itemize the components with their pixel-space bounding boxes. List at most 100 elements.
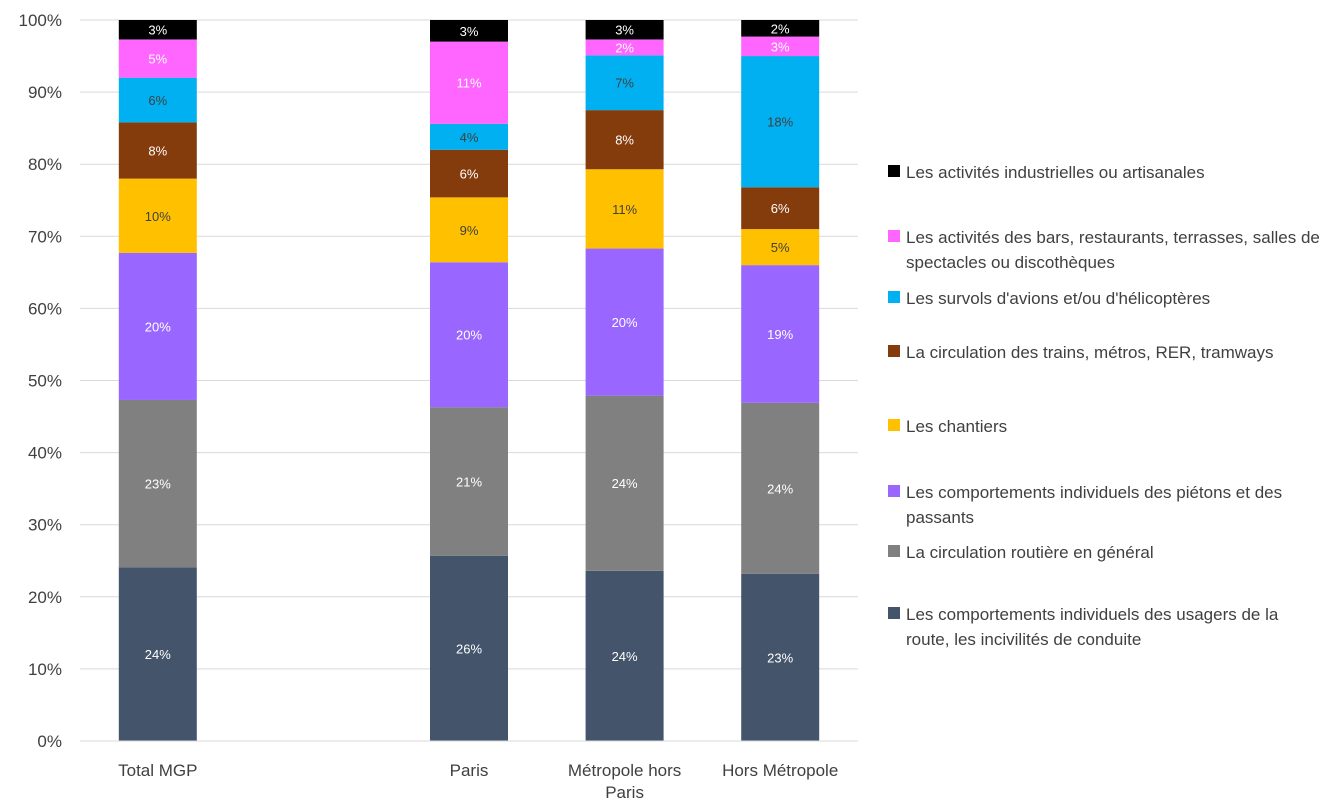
data-label: 3% [148,23,167,38]
data-label: 20% [456,328,482,343]
bar-segment [585,39,664,56]
y-tick-label: 60% [28,299,62,318]
bar-segment [585,395,664,571]
bar-segment [430,41,508,124]
data-label: 6% [460,167,479,182]
data-label: 3% [615,23,634,38]
x-tick-label: Total MGP [118,761,197,780]
data-label: 24% [145,647,171,662]
data-label: 20% [145,319,171,334]
data-label: 4% [460,130,479,145]
data-label: 26% [456,641,482,656]
legend-swatch [888,345,900,357]
bar-segment [741,187,820,230]
legend-label: Les activités des bars, restaurants, ter… [906,228,1320,272]
bar-segment [741,229,820,266]
data-label: 24% [612,649,638,664]
data-label: 18% [767,115,793,130]
legend-item: Les activités industrielles ou artisanal… [888,160,1324,185]
legend-swatch [888,485,900,497]
bar-segment [118,252,197,400]
legend-item: Les comportements individuels des piéton… [888,480,1324,530]
bar-segment [585,55,664,111]
y-tick-label: 40% [28,444,62,463]
legend-swatch [888,165,900,177]
y-tick-label: 70% [28,227,62,246]
x-tick-label: Paris [450,761,489,780]
data-label: 3% [460,24,479,39]
legend-item: La circulation des trains, métros, RER, … [888,340,1324,365]
bar-segment [118,122,197,179]
bar-segment [741,402,820,574]
legend-swatch [888,545,900,557]
data-label: 6% [148,93,167,108]
x-tick-label: Métropole hors Paris [568,761,681,802]
bar-segment [430,123,508,150]
bar-segment [741,36,820,57]
legend-label: Les comportements individuels des usager… [906,605,1279,649]
legend-swatch [888,419,900,431]
data-label: 24% [767,481,793,496]
legend-swatch [888,607,900,619]
y-tick-label: 50% [28,372,62,391]
data-label: 19% [767,327,793,342]
data-label: 8% [615,133,634,148]
legend-item: Les comportements individuels des usager… [888,602,1324,652]
bar-segment [118,567,197,741]
bar-segment [585,248,664,396]
legend-label: Les comportements individuels des piéton… [906,483,1283,527]
legend-item: Les survols d'avions et/ou d'hélicoptère… [888,286,1324,311]
bar-segment [118,39,197,78]
bar-segment [585,110,664,170]
bar-segment [741,56,820,188]
bar-segment [430,197,508,263]
x-axis: Total MGP Paris Métropole hors Paris Hors Mé… [80,740,858,802]
bar-segment [741,265,820,403]
bar-segment [118,178,197,253]
data-label: 24% [612,476,638,491]
data-label: 9% [460,223,479,238]
bar-segment [118,20,197,40]
legend-item: Les activités des bars, restaurants, ter… [888,225,1324,275]
bar-segment [430,555,508,741]
data-label: 10% [145,209,171,224]
legend-label: Les activités industrielles ou artisanal… [906,163,1205,182]
legend: Les activités industrielles ou artisanal… [888,0,1324,804]
data-label: 6% [771,201,790,216]
data-label: 5% [148,52,167,67]
y-axis: 0% 10% 20% 30% 40% 50% 60% 70% 80% 90% 100% [19,11,62,751]
y-tick-label: 90% [28,83,62,102]
legend-item: La circulation routière en général [888,540,1324,565]
data-label: 7% [615,76,634,91]
stacked-bar-chart: 0% 10% 20% 30% 40% 50% 60% 70% 80% 90% 100% 24% 23%… [19,11,858,802]
bar-segment [585,169,664,249]
bar-segment [430,407,508,556]
y-tick-label: 10% [28,660,62,679]
bar-segment [430,262,508,408]
bar-segment [585,20,664,40]
data-label: 11% [456,76,481,91]
bar-segment [741,20,820,37]
bar-segment [585,570,664,741]
bar-segment [430,149,508,198]
legend-swatch [888,230,900,242]
legend-label: Les survols d'avions et/ou d'hélicoptère… [906,289,1211,308]
data-label: 20% [612,315,638,330]
y-tick-label: 0% [37,732,62,751]
bar-segment [741,573,820,741]
data-label: 5% [771,240,790,255]
data-label: 8% [148,144,167,159]
data-label: 23% [145,477,171,492]
legend-label: La circulation routière en général [906,543,1154,562]
y-tick-label: 100% [19,11,62,30]
bar-segment [430,20,508,42]
legend-label: Les chantiers [906,417,1008,436]
bar-segment [118,77,197,123]
legend-swatch [888,291,900,303]
bar-segment [118,399,197,568]
data-label: 2% [771,21,790,36]
data-label: 11% [612,202,637,217]
y-tick-label: 30% [28,516,62,535]
y-tick-label: 80% [28,155,62,174]
y-tick-label: 20% [28,588,62,607]
